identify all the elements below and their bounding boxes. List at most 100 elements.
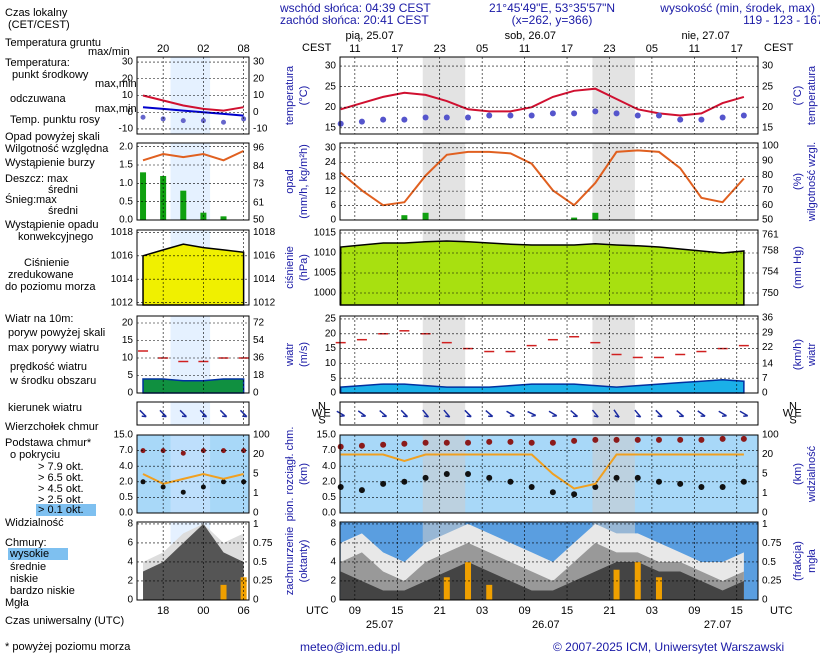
y-tick-label: 30 — [325, 61, 337, 72]
y-tick-label: 18 — [325, 171, 337, 182]
wind-arrow — [718, 410, 727, 417]
y-axis-title: (oktanty) — [298, 540, 310, 583]
y2-axis-title: (%) — [792, 173, 804, 190]
dot — [140, 448, 146, 454]
dot — [486, 438, 493, 445]
y-axis-title: pion. rozciągł. chm. — [284, 427, 296, 522]
y2-tick-label: 750 — [762, 288, 779, 299]
legend-bg — [8, 548, 68, 560]
compass-label: N — [318, 400, 326, 412]
y-tick-label: 4.0 — [322, 461, 336, 472]
email: meteo@icm.edu.pl — [300, 640, 400, 654]
y2-tick-label: 1012 — [253, 297, 276, 308]
panel-border — [339, 142, 759, 221]
y2-tick-label: 758 — [762, 245, 779, 256]
series-group — [139, 409, 248, 418]
top-time-label: 23 — [434, 43, 446, 55]
night-band — [592, 435, 635, 513]
wind-arrow — [357, 410, 367, 417]
top-time-label: 17 — [731, 43, 743, 55]
wind-arrow — [464, 409, 472, 418]
dot — [698, 436, 705, 443]
y-tick-label: 0 — [127, 388, 133, 399]
top-time-label: 17 — [561, 43, 573, 55]
elevation-title: wysokość (min, środek, max) — [659, 1, 815, 15]
y-tick-label: 25 — [325, 314, 337, 325]
y-tick-label: 1014 — [111, 274, 134, 285]
y-tick-label: 15.0 — [114, 430, 134, 441]
y2-tick-label: 754 — [762, 267, 779, 278]
y-tick-label: 15 — [325, 122, 337, 133]
legend-label: Czas uniwersalny (UTC) — [5, 615, 124, 627]
line — [142, 106, 244, 117]
series-group — [142, 243, 245, 306]
compass-label: E — [323, 407, 330, 419]
dot — [221, 119, 227, 125]
y2-tick-label: -10 — [253, 124, 268, 135]
dot — [140, 114, 146, 120]
dot — [549, 110, 556, 117]
dot — [443, 471, 450, 477]
wind-arrow — [159, 409, 167, 418]
dot — [422, 114, 429, 121]
wind-arrow — [422, 409, 430, 418]
y2-tick-label: 0 — [253, 595, 259, 606]
wind-arrow — [613, 409, 620, 418]
y2-tick-label: 30 — [762, 61, 774, 72]
bar — [613, 569, 620, 600]
y2-tick-label: 0 — [253, 107, 259, 118]
local-zone: CEST — [302, 42, 332, 54]
y-tick-label: 0 — [330, 595, 336, 606]
dot — [337, 484, 344, 490]
panel-border — [339, 521, 759, 601]
wind-arrow — [485, 410, 494, 418]
night-band — [422, 402, 466, 425]
bar — [486, 584, 493, 600]
coords: 21°45'49"E, 53°35'57"N — [489, 1, 615, 15]
panel-bg — [340, 57, 758, 134]
dot — [507, 478, 514, 485]
top-time-label: 11 — [349, 43, 360, 55]
legend-label: Czas lokalny — [5, 7, 68, 19]
compass-label: W — [312, 407, 323, 419]
y-tick-label: 6 — [127, 538, 133, 549]
legend-label: poryw powyżej skali — [8, 327, 105, 339]
y-axis-title: wiatr — [284, 343, 296, 368]
y2-tick-label: 1016 — [253, 250, 276, 261]
dot — [358, 487, 365, 494]
wind-arrow — [443, 409, 451, 418]
series-group — [140, 94, 247, 125]
top-time-label: 02 — [197, 43, 209, 55]
y-tick-label: 0.0 — [322, 508, 336, 519]
y2-tick-label: 25 — [762, 81, 774, 92]
dot — [200, 118, 206, 124]
dot — [592, 436, 599, 443]
y2-tick-label: 1 — [762, 519, 768, 530]
y-tick-label: 1000 — [314, 288, 337, 299]
y-tick-label: 1010 — [314, 248, 337, 259]
legend-label: Widzialność — [5, 517, 64, 529]
day-label: sob, 26.07 — [505, 30, 556, 42]
y2-tick-label: 1 — [762, 488, 768, 499]
legend-label: > 0.1 okt. — [38, 504, 84, 516]
y2-tick-label: 0 — [762, 508, 768, 519]
legend-label: > 4.5 okt. — [38, 483, 84, 495]
legend-label: zredukowane — [8, 269, 73, 281]
dot — [613, 474, 620, 481]
top-time-label: 05 — [476, 43, 488, 55]
dot — [140, 479, 146, 485]
date-label: 27.07 — [704, 619, 732, 631]
y-tick-label: 20 — [325, 328, 337, 339]
y-tick-label: 15.0 — [317, 430, 337, 441]
area — [142, 243, 245, 306]
utc-time-label: 09 — [349, 605, 361, 617]
y-tick-label: 1.0 — [119, 178, 133, 189]
compass-label: W — [783, 407, 794, 419]
y2-tick-label: 30 — [253, 57, 265, 68]
night-band — [170, 402, 211, 425]
wind-arrow — [506, 410, 515, 417]
wind-arrow — [591, 409, 599, 418]
y2-tick-label: 36 — [253, 353, 265, 364]
dot — [571, 437, 578, 444]
y-tick-label: 0.5 — [322, 492, 336, 503]
